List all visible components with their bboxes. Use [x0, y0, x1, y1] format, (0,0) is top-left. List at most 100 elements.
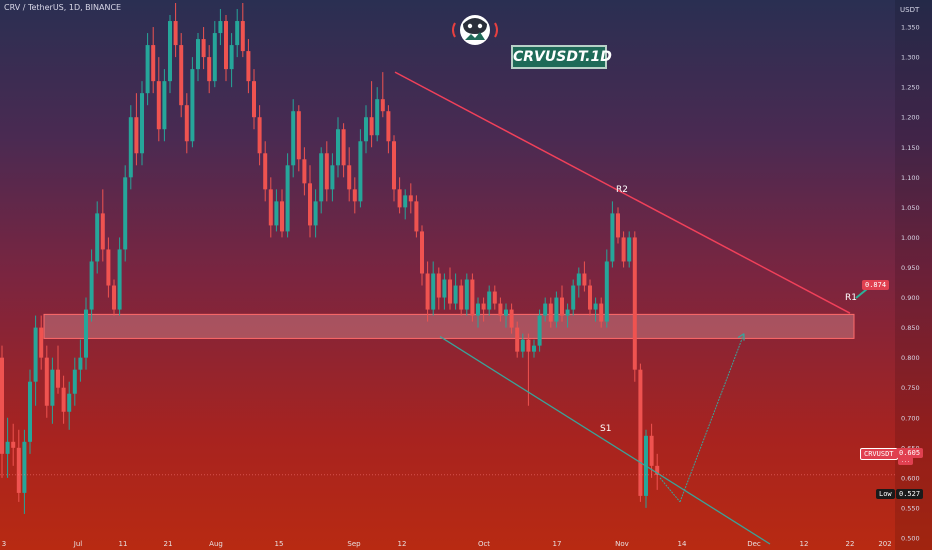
candle-body	[179, 45, 184, 106]
price-tick-label: 0.700	[901, 414, 920, 422]
candle-body	[476, 303, 480, 316]
candle-body	[95, 213, 100, 262]
candle-body	[268, 189, 273, 226]
candle-body	[212, 33, 217, 82]
candle-body	[520, 339, 525, 352]
candle-body	[632, 237, 637, 370]
candle-body	[162, 81, 167, 130]
candle-body	[397, 189, 402, 208]
candle-body	[498, 303, 503, 316]
candle-body	[408, 195, 413, 202]
price-tick-label: 0.750	[901, 384, 920, 392]
candle-body	[537, 315, 542, 346]
price-tick-label: 1.300	[901, 54, 920, 62]
candle-body	[67, 393, 72, 412]
price-axis-unit: USDT	[900, 6, 920, 14]
price-axis-bg	[895, 0, 932, 550]
candle-body	[492, 291, 497, 304]
r1-pointer	[855, 288, 868, 299]
candle-body	[140, 93, 144, 154]
candle-body	[593, 303, 598, 310]
candle-body	[123, 177, 128, 250]
candle-body	[296, 111, 301, 160]
candle-body	[196, 39, 200, 70]
candle-body	[11, 441, 16, 448]
candle-body	[504, 309, 508, 316]
candle-body	[481, 303, 486, 310]
current-price-sub: ...	[898, 457, 914, 465]
label-r1: R1	[845, 293, 857, 303]
candle-body	[16, 447, 21, 493]
resistance-zone	[43, 313, 855, 339]
time-tick-label: 21	[164, 540, 173, 548]
candle-body	[627, 237, 632, 262]
candle-body	[313, 201, 318, 226]
candle-body	[28, 381, 32, 442]
price-tick-label: 1.350	[901, 24, 920, 32]
candle-body	[33, 327, 38, 382]
candle-body	[380, 99, 385, 112]
candle-body	[280, 201, 284, 232]
price-tick-label: 1.150	[901, 144, 920, 152]
candle-body	[436, 273, 441, 298]
candle-body	[464, 279, 469, 310]
candle-body	[341, 129, 346, 166]
current-price-value: 0.605	[899, 449, 921, 457]
candle-body	[649, 435, 654, 466]
candle-body	[134, 117, 139, 154]
candle-body	[173, 21, 178, 46]
time-tick-label: 17	[553, 540, 562, 548]
price-tick-label: 0.600	[901, 474, 920, 482]
price-tick-label: 0.550	[901, 504, 920, 512]
candle-body	[532, 345, 536, 352]
time-tick-label: 14	[678, 540, 687, 548]
time-tick-label: Oct	[478, 540, 490, 548]
price-tick-label: 1.000	[901, 234, 920, 242]
candle-body	[263, 153, 268, 190]
candle-body	[44, 357, 49, 406]
candle-body	[336, 129, 340, 166]
projection-leg-2	[679, 333, 745, 503]
candle-body	[448, 279, 452, 304]
candle-body	[274, 201, 279, 226]
candle-body	[89, 261, 94, 310]
candle-body	[599, 303, 604, 322]
candle-body	[39, 327, 44, 358]
author-logo-icon	[447, 10, 503, 50]
time-tick-label: 12	[398, 540, 407, 548]
trendline-s1	[439, 336, 771, 545]
candle-body	[78, 357, 83, 370]
candle-body	[571, 285, 576, 310]
chart-header-title: CRV / TetherUS, 1D, BINANCE	[4, 3, 122, 12]
price-tick-label: 0.800	[901, 354, 920, 362]
candle-body	[621, 237, 626, 262]
candle-body	[655, 465, 660, 475]
candle-body	[565, 309, 570, 316]
candle-body	[252, 81, 256, 118]
candle-body	[352, 189, 357, 202]
candle-body	[347, 165, 352, 190]
low-value-tag: 0.527	[896, 489, 924, 499]
candle-body	[392, 141, 396, 190]
price-tick-label: 0.900	[901, 294, 920, 302]
price-tick-label: 0.500	[901, 534, 920, 542]
candle-body	[616, 213, 620, 238]
price-tick-label: 1.050	[901, 204, 920, 212]
candle-body	[431, 273, 436, 310]
candle-body	[184, 105, 189, 142]
candle-body	[224, 21, 228, 70]
candle-body	[324, 153, 329, 190]
candle-body	[375, 99, 380, 136]
candle-body	[128, 117, 133, 178]
candle-body	[548, 303, 553, 322]
time-tick-label: 3	[2, 540, 6, 548]
time-tick-label: Sep	[347, 540, 361, 548]
candle-body	[604, 261, 609, 322]
candle-body	[414, 201, 419, 232]
symbol-badge: CRVUSDT.1D	[511, 45, 612, 69]
current-price-tag: 0.605	[896, 448, 924, 458]
current-symbol-tag: CRVUSDT	[860, 448, 898, 460]
candle-body	[61, 387, 66, 412]
candle-body	[459, 285, 464, 310]
